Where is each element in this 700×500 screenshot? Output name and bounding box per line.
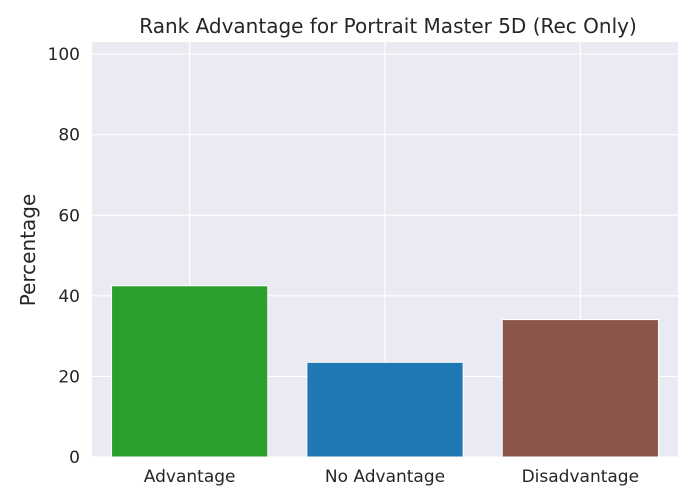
x-tick-label: No Advantage bbox=[325, 467, 445, 487]
bar-disadvantage bbox=[501, 319, 659, 458]
y-tick-label: 100 bbox=[48, 45, 80, 65]
y-tick-label: 0 bbox=[69, 448, 80, 468]
y-axis-label: Percentage bbox=[16, 194, 40, 307]
y-tick-label: 20 bbox=[58, 367, 80, 387]
x-tick-labels: Advantage No Advantage Disadvantage bbox=[144, 467, 639, 487]
y-tick-label: 40 bbox=[58, 287, 80, 307]
bar-advantage bbox=[111, 285, 269, 458]
bars bbox=[111, 285, 659, 458]
x-tick-label: Disadvantage bbox=[522, 467, 639, 487]
chart-title: Rank Advantage for Portrait Master 5D (R… bbox=[139, 14, 637, 38]
bar-no-advantage bbox=[306, 361, 464, 458]
y-tick-label: 60 bbox=[58, 206, 80, 226]
y-tick-labels: 0 20 40 60 80 100 bbox=[48, 45, 80, 468]
y-tick-label: 80 bbox=[58, 126, 80, 146]
x-tick-label: Advantage bbox=[144, 467, 236, 487]
